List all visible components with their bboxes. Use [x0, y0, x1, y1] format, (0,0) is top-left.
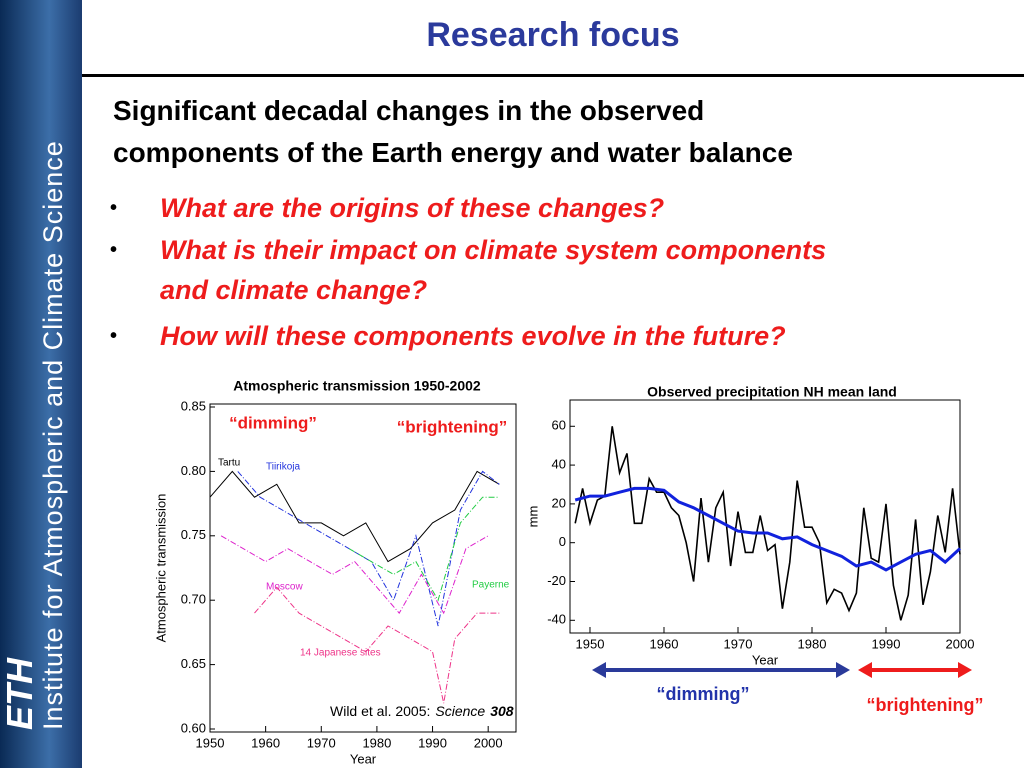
data-line	[574, 426, 961, 621]
bullet-text: and climate change?	[160, 275, 428, 305]
citation-volume: 308	[490, 703, 514, 719]
data-line	[209, 470, 500, 563]
y-tick-label: 0.85	[181, 398, 206, 413]
bullet-text: What is their impact on climate system c…	[160, 235, 827, 265]
slide-title: Research focus	[426, 16, 680, 54]
bullet: • What is their impact on climate system …	[110, 230, 826, 310]
annotation: “brightening”	[397, 417, 507, 436]
institute-name: Institute for Atmospheric and Climate Sc…	[38, 140, 68, 730]
series-label: Payerne	[472, 580, 510, 591]
y-tick-label: 20	[552, 495, 566, 510]
x-tick-label: 1950	[196, 735, 225, 750]
x-axis-label: Year	[350, 751, 377, 766]
data-line	[348, 496, 500, 602]
bullet: • How will these components evolve in the…	[110, 316, 786, 356]
logo: ETH	[0, 657, 40, 730]
series-label: Tiirikoja	[266, 462, 301, 473]
data-line	[237, 470, 500, 627]
citation-journal: Science	[435, 703, 485, 719]
data-line	[574, 486, 962, 572]
series-label: Moscow	[266, 582, 303, 593]
heading: Significant decadal changes in the obser…	[113, 90, 793, 174]
y-tick-label: 0.80	[181, 463, 206, 478]
x-tick-label: 1970	[724, 636, 753, 651]
x-tick-label: 1990	[418, 735, 447, 750]
x-tick-label: 1960	[251, 735, 280, 750]
x-tick-label: 1960	[650, 636, 679, 651]
series-label: Tartu	[218, 458, 240, 469]
bullet-text: What are the origins of these changes?	[160, 193, 665, 223]
x-tick-label: 1980	[362, 735, 391, 750]
x-tick-label: 2000	[946, 636, 975, 651]
y-tick-label: -20	[547, 573, 566, 588]
y-tick-label: 0.60	[181, 720, 206, 735]
chart-title: Atmospheric transmission 1950-2002	[233, 378, 481, 394]
series-label: 14 Japanese sites	[300, 648, 381, 659]
y-tick-label: 0	[559, 534, 566, 549]
x-tick-label: 2000	[474, 735, 503, 750]
divider	[82, 74, 1024, 77]
y-axis-label: Atmospheric transmission	[153, 494, 168, 643]
y-axis-label: mm	[525, 506, 540, 528]
citation-text: Wild et al. 2005:	[330, 703, 430, 719]
y-tick-label: 0.75	[181, 527, 206, 542]
x-tick-label: 1990	[872, 636, 901, 651]
arrow-head	[836, 662, 850, 678]
annotation: “dimming”	[229, 413, 317, 432]
y-tick-label: 60	[552, 418, 566, 433]
x-tick-label: 1950	[576, 636, 605, 651]
y-tick-label: -40	[547, 612, 566, 627]
sidebar-graphic: Institute for Atmospheric and Climate Sc…	[0, 140, 68, 730]
data-line	[254, 586, 500, 704]
data-line	[220, 535, 489, 615]
citation: Wild et al. 2005: Science 308	[330, 703, 514, 719]
annotation: “brightening”	[867, 695, 984, 715]
y-tick-label: 0.70	[181, 592, 206, 607]
x-tick-label: 1980	[798, 636, 827, 651]
y-tick-label: 40	[552, 457, 566, 472]
y-tick-label: 0.65	[181, 656, 206, 671]
x-axis-label: Year	[752, 652, 779, 667]
annotation: “dimming”	[657, 684, 750, 704]
arrow-head	[958, 662, 972, 678]
x-tick-label: 1970	[307, 735, 336, 750]
plot-frame	[209, 403, 517, 733]
bullet-text: How will these components evolve in the …	[160, 321, 786, 351]
chart-title: Observed precipitation NH mean land	[647, 384, 897, 400]
arrow-head	[858, 662, 872, 678]
heading-line: components of the Earth energy and water…	[113, 137, 793, 168]
heading-line: Significant decadal changes in the obser…	[113, 95, 705, 126]
bullet: • What are the origins of these changes?	[110, 188, 664, 228]
sidebar: Institute for Atmospheric and Climate Sc…	[0, 0, 82, 768]
arrow-head	[592, 662, 606, 678]
plot-frame	[569, 399, 961, 634]
